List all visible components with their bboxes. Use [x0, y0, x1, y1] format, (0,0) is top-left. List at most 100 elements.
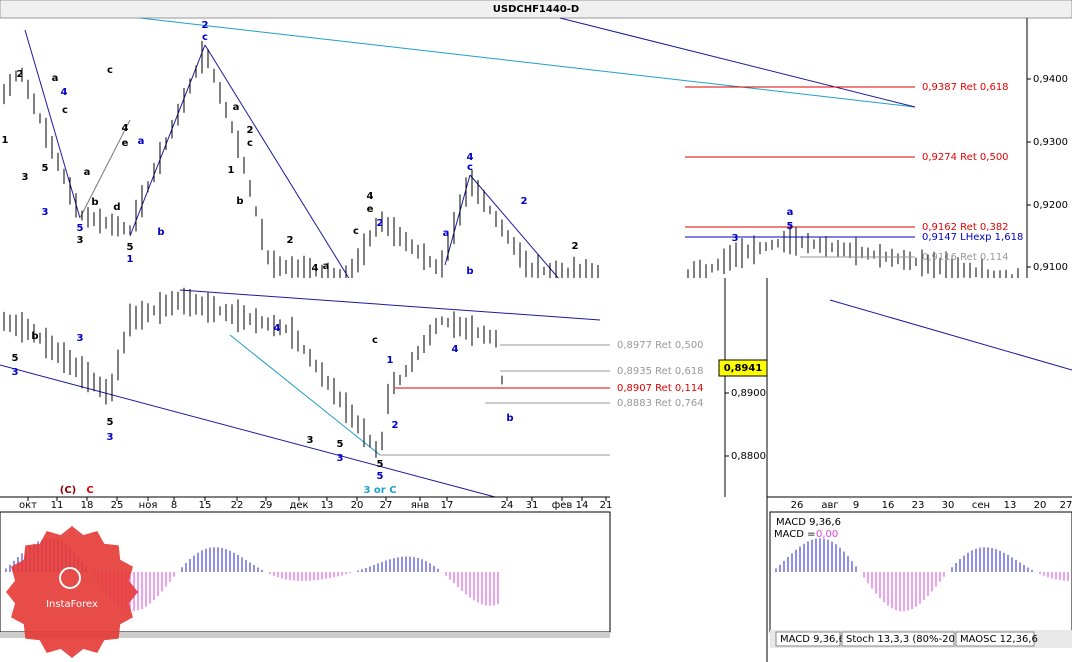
date-label: авг — [821, 500, 838, 511]
wave-label: 5 — [12, 353, 19, 364]
wave-label: 5 — [787, 221, 794, 232]
wave-label: a — [84, 167, 91, 178]
date-label: 27 — [380, 500, 393, 511]
wave-label: 3 — [42, 207, 49, 218]
wave-label: C — [86, 485, 93, 496]
level-label: 0,9162 Ret 0,382 — [922, 222, 1009, 233]
date-label: 23 — [912, 500, 925, 511]
date-label: 17 — [441, 500, 454, 511]
wave-label: 2 — [521, 196, 528, 207]
date-label: 20 — [351, 500, 364, 511]
wave-label: b — [31, 331, 38, 342]
tab-label: Stoch 13,3,3 (80%-20%) — [846, 634, 968, 645]
wave-label: 4 — [274, 323, 281, 334]
level-label: 0,8883 Ret 0,764 — [617, 398, 704, 409]
tab-label: MAOSC 12,36,6 — [960, 634, 1038, 645]
date-label: 20 — [1034, 500, 1047, 511]
wave-label: 2 — [392, 420, 399, 431]
date-label: 8 — [171, 500, 177, 511]
trend — [469, 174, 561, 281]
tab[interactable] — [775, 631, 841, 647]
price-label: 0,9100 — [1033, 262, 1068, 273]
price-label: 0,9300 — [1033, 137, 1068, 148]
wave-label: a — [138, 136, 145, 147]
date-label: фев — [552, 500, 573, 511]
level-label: 0,9147 LHexp 1,618 — [922, 232, 1023, 243]
wave-label: e — [122, 138, 129, 149]
lower-window: 0,8941 MACD 9,36,6 MACD = 0,00 0,8900 0,8… — [0, 278, 1072, 662]
date-label: 29 — [260, 500, 273, 511]
price-label: 0,9200 — [1033, 200, 1068, 211]
wave-label: c — [202, 32, 208, 43]
date-label: 16 — [882, 500, 895, 511]
price-label: 0,9400 — [1033, 74, 1068, 85]
trend — [139, 17, 916, 108]
wave-label: (C) — [60, 485, 76, 496]
level-label: 0,9116 Ret 0,114 — [922, 252, 1009, 263]
level-label: 0,9387 Ret 0,618 — [922, 82, 1009, 93]
level-label: 0,8907 Ret 0,114 — [617, 383, 704, 394]
price-label: 0,8800 — [731, 451, 766, 462]
level-label: 0,9274 Ret 0,500 — [922, 152, 1009, 163]
wave-label: a — [443, 228, 450, 239]
wave-label: 3 — [77, 333, 84, 344]
wave-label: 3 — [337, 453, 344, 464]
wave-label: 3 — [12, 367, 19, 378]
wave-label: c — [467, 162, 473, 173]
date-label: 14 — [576, 500, 589, 511]
wave-label: a — [52, 73, 59, 84]
date-label: 21 — [600, 500, 613, 511]
wave-label: 5 — [77, 223, 84, 234]
indicator-value-label: MACD = — [774, 529, 816, 540]
date-label: 26 — [791, 500, 804, 511]
tab[interactable] — [841, 631, 955, 647]
wave-label: 4 — [61, 87, 68, 98]
date-label: сен — [972, 500, 990, 511]
indicator-name: MACD 9,36,6 — [776, 517, 841, 528]
date-label: 25 — [111, 500, 124, 511]
wave-label: e — [367, 204, 374, 215]
tab-label: MACD 9,36,6 — [780, 634, 845, 645]
trend — [24, 29, 81, 219]
price-label: 0,8900 — [731, 388, 766, 399]
level-label: 0,8977 Ret 0,500 — [617, 340, 704, 351]
date-label: 31 — [526, 500, 539, 511]
date-label: 13 — [321, 500, 334, 511]
wave-label: 2 — [17, 69, 24, 80]
wave-label: 3 or C — [363, 485, 396, 496]
wave-label: c — [353, 226, 359, 237]
title-bar — [0, 0, 1072, 19]
wave-label: a — [787, 207, 794, 218]
wave-label: b — [157, 227, 164, 238]
wave-label: 4 — [312, 263, 319, 274]
date-label: окт — [19, 500, 37, 511]
wave-label: 5 — [42, 163, 49, 174]
wave-label: 2 — [572, 241, 579, 252]
wave-label: a — [323, 261, 330, 272]
wave-label: 3 — [732, 233, 739, 244]
wave-label: 5 — [377, 471, 384, 482]
date-label: 30 — [942, 500, 955, 511]
trend — [204, 44, 351, 281]
wave-label: 4 — [467, 152, 474, 163]
trend — [179, 289, 601, 321]
date-label: ноя — [139, 500, 158, 511]
wave-label: 5 — [377, 459, 384, 470]
wave-label: 2 — [247, 125, 254, 136]
tab[interactable] — [955, 631, 1035, 647]
wave-label: 5 — [337, 439, 344, 450]
scrollbar — [0, 632, 610, 638]
wave-label: 1 — [228, 165, 235, 176]
date-label: 13 — [1004, 500, 1017, 511]
date-label: 22 — [231, 500, 244, 511]
wave-label: 2 — [202, 20, 209, 31]
date-label: 24 — [501, 500, 514, 511]
date-label: 11 — [51, 500, 64, 511]
window-title: USDCHF1440-D — [493, 4, 579, 15]
watermark-icon — [59, 567, 81, 589]
trend — [559, 17, 916, 108]
wave-label: b — [236, 196, 243, 207]
wave-label: 2 — [377, 218, 384, 229]
current-price: 0,8941 — [724, 363, 763, 374]
